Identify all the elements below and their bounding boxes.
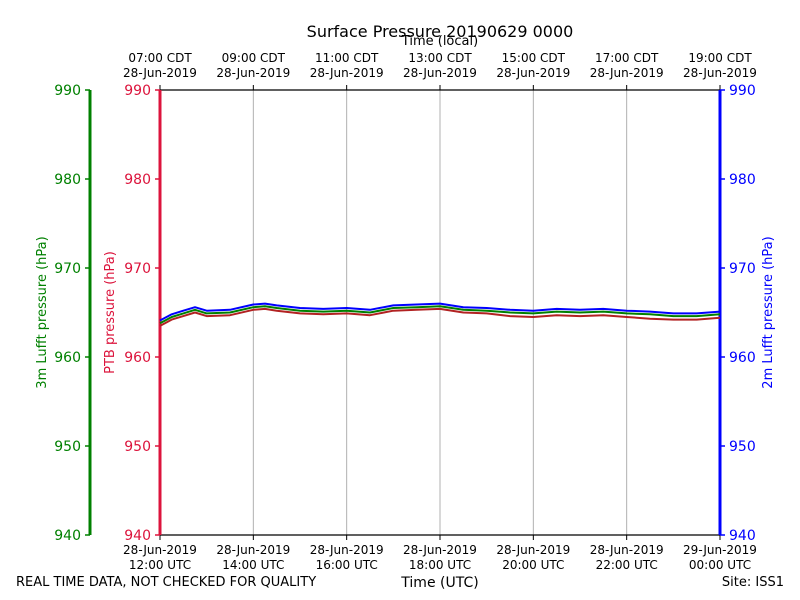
y-tick-label: 990 [729,83,756,99]
x-tick-label-top-time: 11:00 CDT [315,51,379,65]
y-tick-label: 940 [54,528,81,544]
x-tick-label-top-date: 28-Jun-2019 [216,66,290,80]
y-tick-label: 940 [124,528,151,544]
bottom-axis-label: Time (UTC) [401,575,479,591]
x-tick-label-top-time: 19:00 CDT [688,51,752,65]
x-tick-label-bottom-date: 28-Jun-2019 [123,543,197,557]
top-axis-label: Time (local) [401,34,479,49]
y-tick-label: 990 [54,83,81,99]
x-tick-label-bottom-date: 28-Jun-2019 [403,543,477,557]
y-tick-label: 950 [54,439,81,455]
x-tick-label-bottom-time: 14:00 UTC [222,558,284,572]
x-tick-label-top-time: 17:00 CDT [595,51,659,65]
y-tick-label: 980 [729,172,756,188]
y-axis-label: 2m Lufft pressure (hPa) [761,236,776,388]
x-tick-label-bottom-time: 20:00 UTC [502,558,564,572]
x-tick-label-bottom-date: 28-Jun-2019 [310,543,384,557]
x-tick-label-bottom-date: 28-Jun-2019 [496,543,570,557]
site-label: Site: ISS1 [721,575,784,590]
x-tick-label-top-date: 28-Jun-2019 [683,66,757,80]
y-tick-label: 970 [54,261,81,277]
y-tick-label: 950 [729,439,756,455]
y-tick-label: 970 [729,261,756,277]
quality-disclaimer: REAL TIME DATA, NOT CHECKED FOR QUALITY [16,575,317,590]
y-tick-label: 990 [124,83,151,99]
x-tick-label-bottom-time: 16:00 UTC [316,558,378,572]
y-tick-label: 940 [729,528,756,544]
chart-title: Surface Pressure 20190629 0000 [306,22,574,41]
y-tick-label: 960 [54,350,81,366]
x-tick-label-bottom-time: 22:00 UTC [596,558,658,572]
x-tick-label-top-time: 15:00 CDT [502,51,566,65]
x-tick-label-top-date: 28-Jun-2019 [123,66,197,80]
y-axis-label: 3m Lufft pressure (hPa) [35,236,50,388]
y-tick-label: 980 [124,172,151,188]
x-tick-label-top-time: 07:00 CDT [128,51,192,65]
x-tick-label-top-time: 13:00 CDT [408,51,472,65]
pressure-line [159,302,721,322]
x-tick-label-top-date: 28-Jun-2019 [590,66,664,80]
x-tick-label-bottom-date: 28-Jun-2019 [590,543,664,557]
y-axis-label: PTB pressure (hPa) [103,251,118,374]
pressure-line [159,305,721,325]
x-tick-label-top-date: 28-Jun-2019 [310,66,384,80]
y-tick-label: 960 [729,350,756,366]
x-tick-label-top-date: 28-Jun-2019 [496,66,570,80]
y-tick-label: 960 [124,350,151,366]
x-tick-label-bottom-time: 12:00 UTC [129,558,191,572]
x-tick-label-bottom-date: 29-Jun-2019 [683,543,757,557]
y-tick-label: 980 [54,172,81,188]
y-tick-label: 950 [124,439,151,455]
pressure-line [159,307,721,327]
x-tick-label-bottom-time: 00:00 UTC [689,558,751,572]
y-tick-label: 970 [124,261,151,277]
x-tick-label-bottom-time: 18:00 UTC [409,558,471,572]
x-tick-label-top-time: 09:00 CDT [222,51,286,65]
x-tick-label-top-date: 28-Jun-2019 [403,66,477,80]
x-tick-label-bottom-date: 28-Jun-2019 [216,543,290,557]
